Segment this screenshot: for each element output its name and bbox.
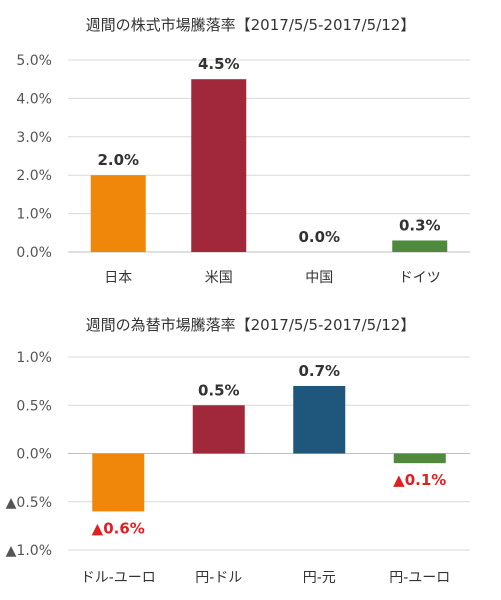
category-label: 米国 bbox=[205, 270, 233, 286]
data-label: ▲0.1% bbox=[393, 471, 446, 489]
bar bbox=[392, 240, 448, 252]
chart-title: 週間の株式市場騰落率【2017/5/5-2017/5/12】 bbox=[85, 16, 416, 34]
y-tick-label: 3.0% bbox=[16, 130, 52, 146]
stock-market-chart: 週間の株式市場騰落率【2017/5/5-2017/5/12】 5.0% 4.0% 3… bbox=[16, 16, 470, 286]
bar bbox=[92, 453, 145, 512]
stock-chart-plot: 5.0% 4.0% 3.0% 2.0% 1.0% 0.0% 2.0% 日本 4.5% 米国 0.0%… bbox=[16, 53, 470, 286]
data-label: 4.5% bbox=[198, 55, 240, 73]
y-tick-label: 5.0% bbox=[16, 53, 52, 69]
bar bbox=[393, 453, 446, 464]
y-tick-label: ▲0.5% bbox=[6, 495, 52, 511]
fx-chart-plot: 1.0% 0.5% 0.0% ▲0.5% ▲1.0% ▲0.6% ドル-ユーロ 0.5% 円-ド… bbox=[6, 350, 470, 586]
chart-title: 週間の為替市場騰落率【2017/5/5-2017/5/12】 bbox=[85, 316, 416, 334]
fx-market-chart: 週間の為替市場騰落率【2017/5/5-2017/5/12】 1.0% 0.5% 0… bbox=[0, 300, 501, 600]
category-label: ドイツ bbox=[399, 270, 441, 286]
data-label: ▲0.6% bbox=[92, 519, 145, 537]
y-tick-label: 0.0% bbox=[16, 447, 52, 463]
bar bbox=[90, 175, 146, 252]
data-label: 0.7% bbox=[298, 362, 340, 380]
category-label: ドル-ユーロ bbox=[81, 570, 156, 586]
data-label: 0.3% bbox=[399, 216, 441, 234]
y-tick-label: 0.0% bbox=[16, 245, 52, 261]
y-tick-label: 0.5% bbox=[16, 398, 52, 414]
bar bbox=[293, 385, 346, 454]
data-label: 2.0% bbox=[97, 151, 139, 169]
y-tick-label: 1.0% bbox=[16, 350, 52, 366]
data-label: 0.0% bbox=[298, 228, 340, 246]
bar bbox=[192, 405, 245, 454]
category-label: 日本 bbox=[104, 270, 132, 286]
category-label: 円-ユーロ bbox=[389, 570, 450, 586]
bar bbox=[191, 79, 247, 252]
category-label: 円-ドル bbox=[195, 570, 242, 586]
y-tick-label: 4.0% bbox=[16, 91, 52, 107]
category-label: 中国 bbox=[305, 270, 333, 286]
data-label: 0.5% bbox=[198, 381, 240, 399]
y-tick-label: 2.0% bbox=[16, 168, 52, 184]
y-tick-label: 1.0% bbox=[16, 207, 52, 223]
category-label: 円-元 bbox=[303, 570, 336, 586]
y-tick-label: ▲1.0% bbox=[6, 543, 52, 559]
